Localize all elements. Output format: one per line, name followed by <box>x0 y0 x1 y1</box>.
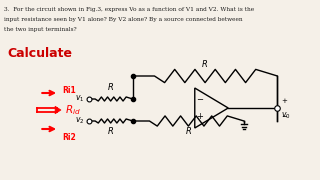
Text: 3.  For the circuit shown in Fig.3, express Vo as a function of V1 and V2. What : 3. For the circuit shown in Fig.3, expre… <box>4 7 254 12</box>
Text: the two input terminals?: the two input terminals? <box>4 27 76 32</box>
Polygon shape <box>55 106 61 114</box>
Text: Ri2: Ri2 <box>62 132 76 141</box>
Text: +: + <box>196 112 203 121</box>
Text: $v_1$: $v_1$ <box>75 94 84 104</box>
Text: R: R <box>108 83 114 92</box>
Text: R: R <box>185 127 191 136</box>
Text: R: R <box>108 127 114 136</box>
Text: $v_2$: $v_2$ <box>75 116 84 126</box>
Text: $v_0$: $v_0$ <box>281 110 291 120</box>
Text: input resistance seen by V1 alone? By V2 alone? By a source connected between: input resistance seen by V1 alone? By V2… <box>4 17 243 22</box>
Text: −: − <box>196 95 203 104</box>
Text: R: R <box>202 60 208 69</box>
Text: −: − <box>281 114 287 120</box>
Text: Ri1: Ri1 <box>62 86 76 94</box>
Text: Calculate: Calculate <box>8 47 73 60</box>
Text: +: + <box>281 98 287 104</box>
Text: $R_{id}$: $R_{id}$ <box>65 103 81 117</box>
